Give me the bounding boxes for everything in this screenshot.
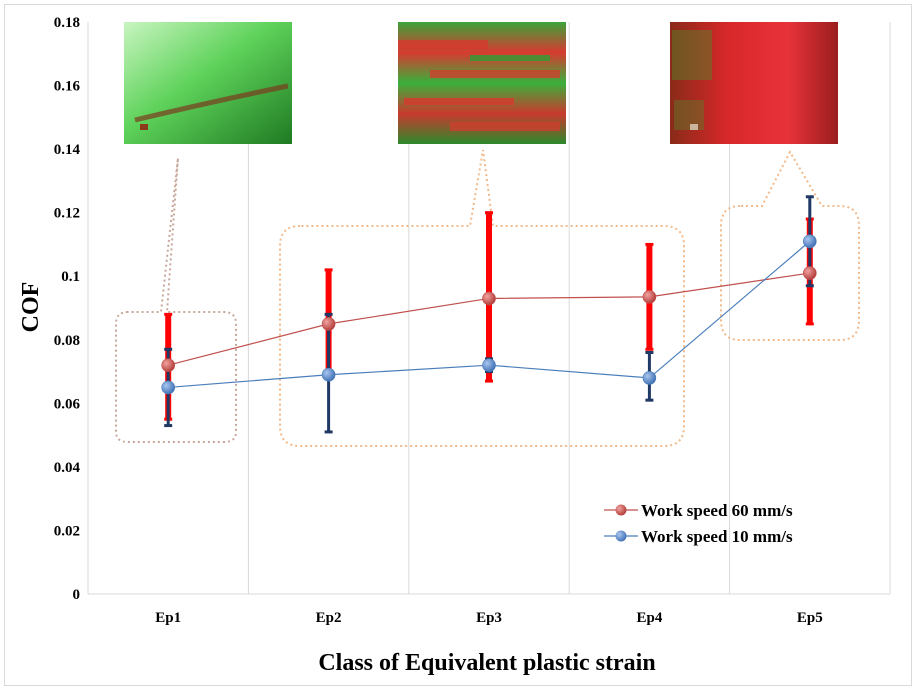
data-point-s1-ep1 <box>161 380 175 395</box>
y-tick-label-3: 0.06 <box>54 396 81 412</box>
y-tick-label-7: 0.14 <box>54 142 81 158</box>
y-tick-label-6: 0.12 <box>54 206 80 222</box>
data-point-s0-ep5 <box>802 266 817 280</box>
x-tick-label-ep1: Ep1 <box>155 610 181 626</box>
data-point-s0-ep2 <box>321 317 336 331</box>
inset-images <box>124 22 838 144</box>
data-point-s1-ep4 <box>642 371 657 385</box>
x-tick-label-ep2: Ep2 <box>316 610 342 626</box>
y-tick-label-0: 0 <box>73 587 81 603</box>
callout-ep2-ep4 <box>279 149 685 447</box>
y-tick-label-8: 0.16 <box>54 79 81 95</box>
legend: Work speed 60 mm/s Work speed 10 mm/s <box>604 501 793 546</box>
y-tick-label-9: 0.18 <box>54 15 80 31</box>
micrograph-ep3 <box>398 22 566 144</box>
y-tick-label-2: 0.04 <box>54 460 81 476</box>
error-bars <box>164 195 814 434</box>
callout-ep1 <box>115 157 237 443</box>
x-tick-label-ep3: Ep3 <box>476 610 502 626</box>
callout-outlines <box>115 149 860 447</box>
legend-marker-60 <box>615 504 627 516</box>
y-axis-title: COF <box>18 282 44 333</box>
callout-ep5 <box>720 149 860 341</box>
axis-tick-labels: 0 0.02 0.04 0.06 0.08 0.1 0.12 0.14 0.16 0.18 Ep1 E… <box>54 15 823 626</box>
data-point-s1-ep5 <box>802 234 817 249</box>
data-point-s0-ep3 <box>482 291 496 306</box>
legend-marker-10 <box>615 530 627 542</box>
data-point-s1-ep2 <box>321 367 336 382</box>
x-axis-title: Class of Equivalent plastic strain <box>318 650 655 676</box>
data-point-s1-ep3 <box>482 358 496 373</box>
legend-label-60: Work speed 60 mm/s <box>641 501 793 520</box>
micrograph-ep5 <box>670 22 838 144</box>
x-tick-label-ep5: Ep5 <box>797 610 823 626</box>
y-tick-label-4: 0.08 <box>54 333 80 349</box>
data-point-s0-ep1 <box>161 358 175 373</box>
chart-frame <box>4 4 912 686</box>
y-tick-label-1: 0.02 <box>54 523 80 539</box>
micrograph-ep1 <box>124 22 292 144</box>
data-point-s0-ep4 <box>642 290 657 304</box>
data-series <box>161 234 817 395</box>
legend-label-10: Work speed 10 mm/s <box>641 527 793 546</box>
x-tick-label-ep4: Ep4 <box>636 610 662 626</box>
y-tick-label-5: 0.1 <box>61 269 80 285</box>
